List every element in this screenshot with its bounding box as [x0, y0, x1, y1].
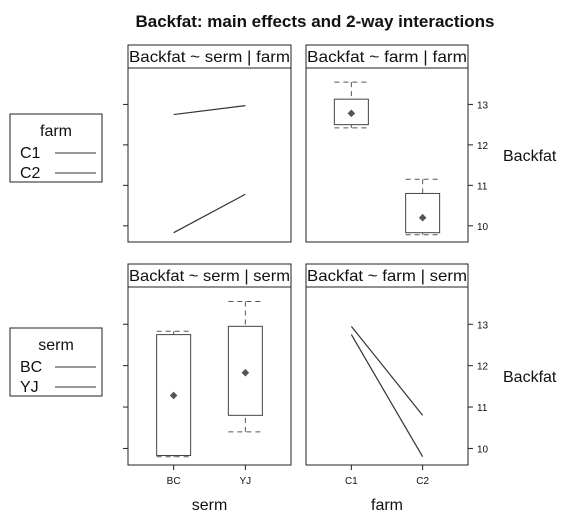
legend-2-entry-2: YJ — [20, 379, 39, 396]
legend-1-box — [9, 113, 103, 183]
panel-1-frame — [127, 44, 292, 243]
panel-4-ytick-label-1: 10 — [477, 444, 489, 455]
panel-2-ytick-label-3: 12 — [477, 141, 489, 152]
x-axis-1-label: serm — [192, 497, 228, 514]
legend-2-entry-1: BC — [20, 359, 42, 376]
panel-2-ytick-label-2: 11 — [477, 181, 488, 192]
legend-2-title: serm — [38, 337, 74, 354]
panel-3-box-1-mean-marker — [169, 391, 178, 400]
panel-2-strip — [305, 44, 469, 69]
panel-2-strip-label: Backfat ~ farm | farm — [307, 49, 467, 66]
legend-2-box — [9, 327, 103, 397]
panel-4-ytick-label-2: 11 — [477, 403, 488, 414]
panel-4-strip — [305, 263, 469, 288]
panel-4-ytick-label-4: 13 — [477, 320, 489, 331]
x-axis-1-tick-label-1: BC — [167, 476, 181, 487]
y-axis-label-1: Backfat — [503, 148, 557, 165]
panel-4-series-line-2 — [350, 325, 424, 416]
chart-title: Backfat: main effects and 2-way interact… — [135, 12, 494, 31]
panel-1-strip-label: Backfat ~ serm | farm — [129, 49, 290, 66]
panel-2-box-2-rect — [405, 192, 441, 234]
panel-3-strip-label: Backfat ~ serm | serm — [129, 268, 290, 285]
panel-3-frame — [127, 263, 292, 466]
panel-4-strip-label: Backfat ~ farm | serm — [307, 268, 467, 285]
y-axis-label-2: Backfat — [503, 369, 557, 386]
panel-3-box-2-mean-marker — [241, 368, 250, 377]
x-axis-2-label: farm — [371, 497, 403, 514]
legend-1-entry-1: C1 — [20, 145, 41, 162]
legend-1-entry-2: C2 — [20, 165, 41, 182]
panel-3-strip — [127, 263, 292, 288]
legend-1-title: farm — [40, 123, 72, 140]
panel-4-frame — [305, 263, 469, 466]
x-axis-2-tick-label-2: C2 — [416, 476, 429, 487]
panel-2-ytick-label-1: 10 — [477, 222, 489, 233]
panel-1-series-line-2 — [173, 193, 246, 234]
panel-4-ytick-label-3: 12 — [477, 362, 489, 373]
x-axis-2-tick-label-1: C1 — [345, 476, 358, 487]
panel-2-ytick-label-4: 13 — [477, 100, 489, 111]
x-axis-1-tick-label-2: YJ — [240, 476, 252, 487]
panel-1-strip — [127, 44, 292, 69]
panel-2-box-2-mean-marker — [418, 213, 427, 222]
panel-1-series-line-1 — [173, 105, 246, 116]
panel-2-frame — [305, 44, 469, 243]
panel-4-series-line-1 — [350, 334, 424, 458]
panel-2-box-1-mean-marker — [347, 109, 356, 118]
